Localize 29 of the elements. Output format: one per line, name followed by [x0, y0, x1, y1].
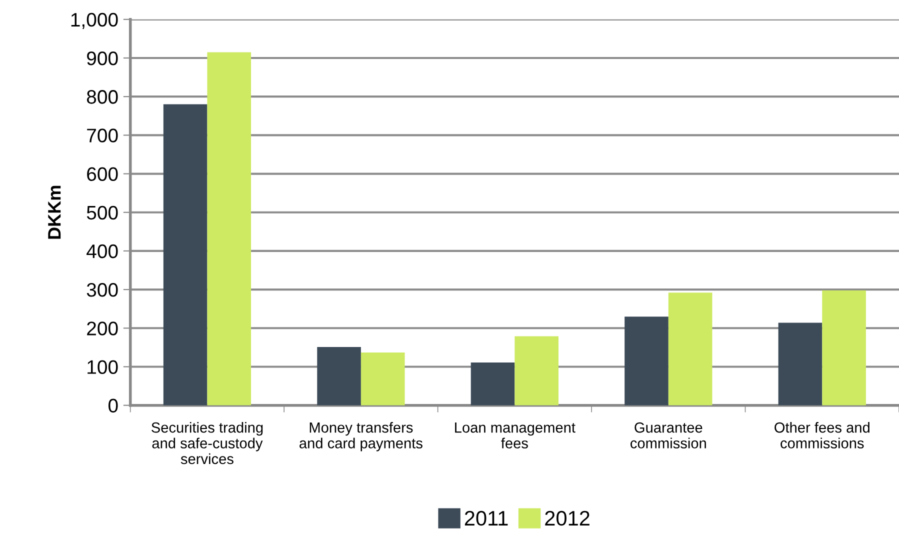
y-tick-label: 400 — [86, 244, 118, 258]
bar — [317, 347, 361, 406]
y-tick-label: 800 — [86, 90, 118, 104]
bar — [624, 316, 668, 406]
y-tick-label: 900 — [87, 51, 118, 66]
bar — [514, 336, 558, 406]
y-tick-label: 600 — [87, 167, 118, 182]
bar — [668, 292, 712, 406]
bar — [207, 52, 252, 406]
bar — [163, 104, 208, 406]
x-tick-label: Guarantee commission — [630, 422, 706, 448]
y-tick-label: 300 — [86, 283, 118, 297]
bar — [822, 290, 866, 406]
x-tick-label: Other fees and commissions — [774, 422, 870, 448]
y-tick-label: 100 — [88, 360, 118, 374]
bar — [778, 322, 822, 406]
y-tick-label: 200 — [87, 322, 118, 336]
y-tick-label: 700 — [87, 128, 118, 142]
bar — [470, 362, 515, 406]
x-tick-label: Money transfers and card payments — [300, 422, 422, 452]
bar — [360, 352, 405, 406]
y-axis-title: DKKm — [48, 186, 61, 239]
x-tick-label: Securities trading and safe-custody services — [152, 422, 263, 464]
y-tick-label: 500 — [86, 206, 118, 220]
y-tick-label: 0 — [108, 398, 118, 413]
y-tick-label: 1,000 — [71, 12, 118, 29]
legend-label: 2012 — [545, 510, 590, 526]
legend-label: 2011 — [464, 510, 508, 526]
x-tick-label: Loan management fees — [455, 422, 576, 448]
